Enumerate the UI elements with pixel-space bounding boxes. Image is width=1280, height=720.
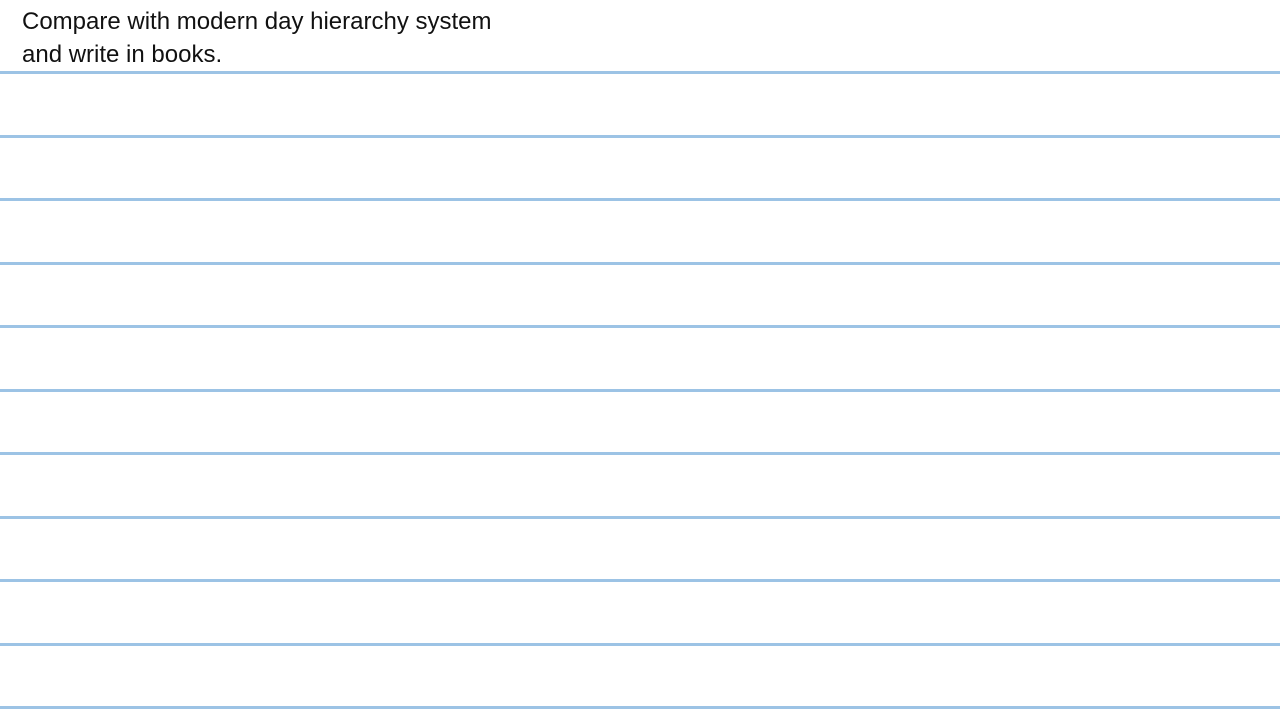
ruled-line — [0, 452, 1280, 455]
instruction-text: Compare with modern day hierarchy system… — [22, 5, 582, 71]
ruled-line — [0, 325, 1280, 328]
ruled-line — [0, 71, 1280, 74]
ruled-line — [0, 706, 1280, 709]
instruction-line-1: Compare with modern day hierarchy system — [22, 8, 492, 35]
ruled-line — [0, 579, 1280, 582]
ruled-line — [0, 198, 1280, 201]
ruled-line — [0, 516, 1280, 519]
ruled-line — [0, 262, 1280, 265]
instruction-line-2: and write in books. — [22, 41, 223, 68]
ruled-line — [0, 135, 1280, 138]
ruled-line — [0, 389, 1280, 392]
ruled-line — [0, 643, 1280, 646]
